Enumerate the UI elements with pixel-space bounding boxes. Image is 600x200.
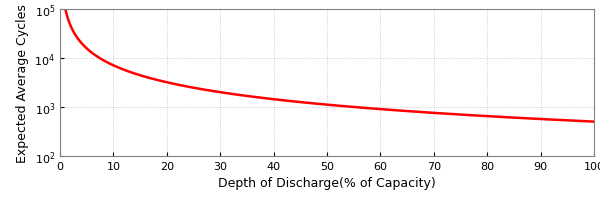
X-axis label: Depth of Discharge(% of Capacity): Depth of Discharge(% of Capacity) (218, 176, 436, 189)
Y-axis label: Expected Average Cycles: Expected Average Cycles (16, 4, 29, 162)
